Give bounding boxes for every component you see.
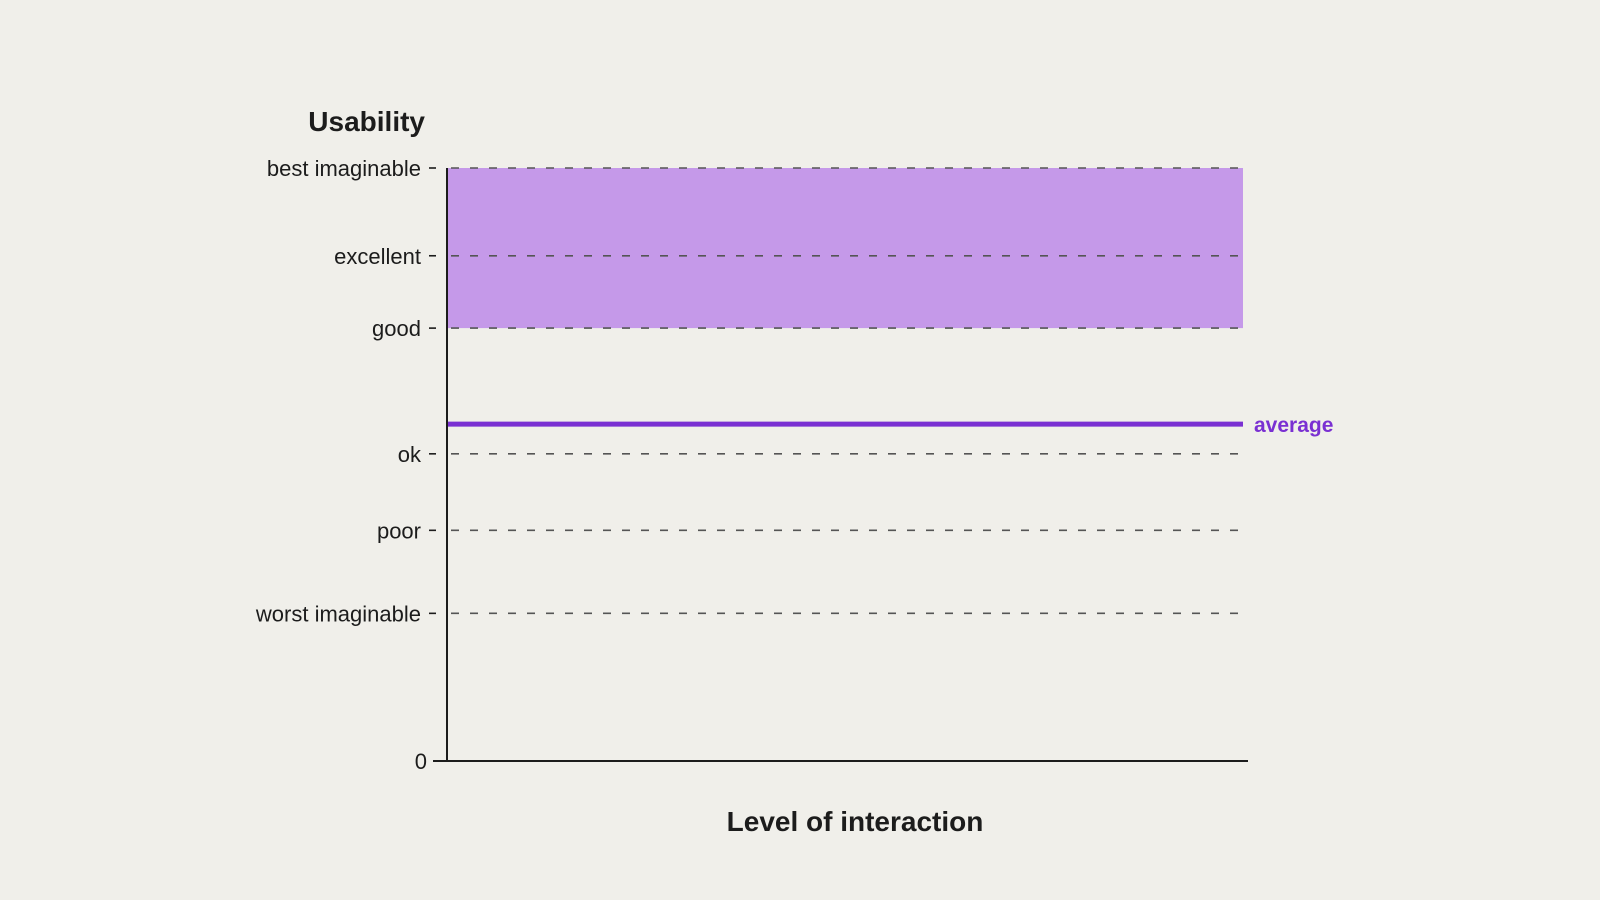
y-tick-label-4: poor: [377, 518, 421, 543]
y-tick-label-5: worst imaginable: [255, 601, 421, 626]
y-tick-label-0: best imaginable: [267, 156, 421, 181]
band-layer: [447, 168, 1243, 329]
label-layer: Usability Level of interaction best imag…: [255, 106, 1333, 837]
y-axis-title: Usability: [308, 106, 425, 137]
y-tick-label-2: good: [372, 316, 421, 341]
y-tick-label-3: ok: [398, 442, 422, 467]
x-axis-title: Level of interaction: [727, 806, 984, 837]
good-to-best-band: [447, 168, 1243, 329]
average-label: average: [1254, 414, 1333, 437]
y-tick-label-zero: 0: [415, 749, 427, 774]
axis-layer: [429, 167, 1248, 762]
y-tick-label-1: excellent: [334, 244, 421, 269]
